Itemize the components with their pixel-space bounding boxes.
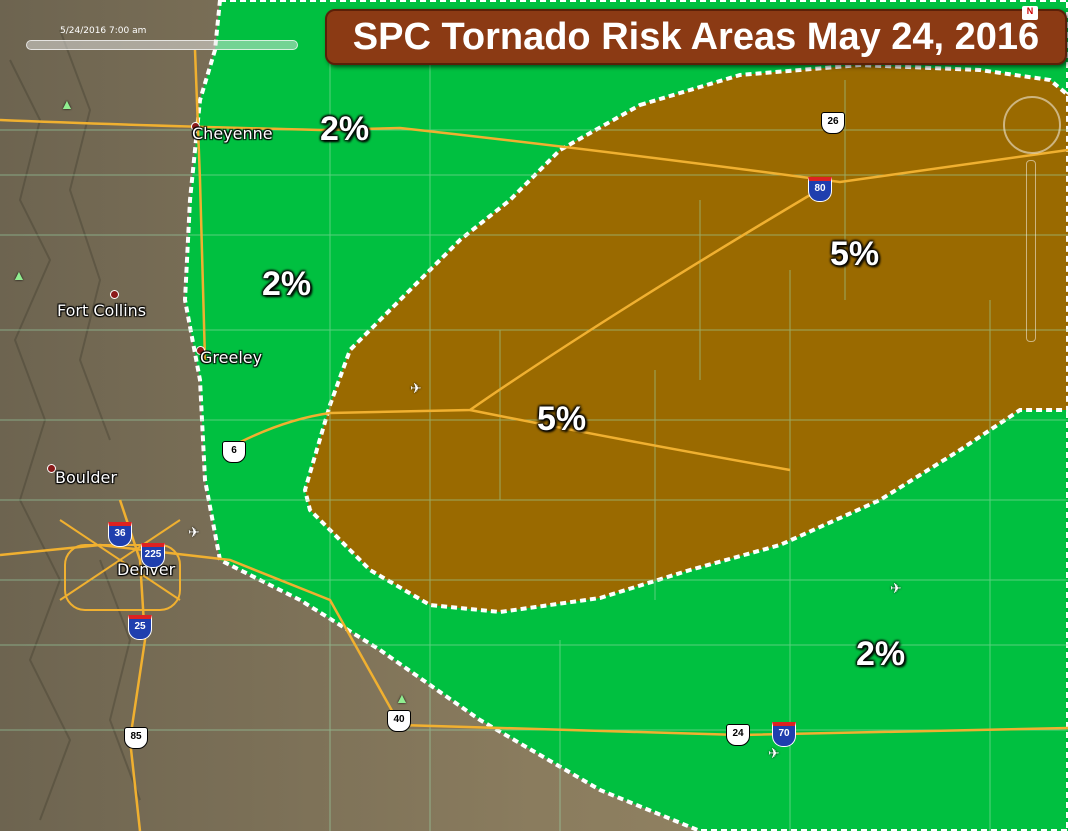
risk-area-5pct bbox=[302, 62, 1068, 615]
time-slider-track[interactable] bbox=[26, 40, 298, 50]
county-grid bbox=[0, 60, 1068, 831]
interstate-shield: 225 bbox=[141, 543, 165, 568]
city-marker-icon[interactable] bbox=[191, 122, 200, 131]
us-route-shield: 40 bbox=[387, 710, 411, 732]
compass-icon[interactable] bbox=[1003, 96, 1061, 154]
city-marker-icon[interactable] bbox=[110, 290, 119, 299]
zoom-slider[interactable] bbox=[1026, 160, 1036, 342]
risk-label: 2% bbox=[262, 265, 312, 303]
interstate-shield: 80 bbox=[808, 177, 832, 202]
time-slider[interactable] bbox=[26, 36, 311, 50]
risk-label: 2% bbox=[320, 110, 370, 148]
airport-icon[interactable]: ✈ bbox=[188, 524, 200, 540]
airport-icon[interactable]: ✈ bbox=[768, 745, 780, 761]
interstate-shield: 70 bbox=[772, 722, 796, 747]
risk-label: 5% bbox=[830, 235, 880, 273]
us-route-shield: 24 bbox=[726, 724, 750, 746]
interstate-shield: 36 bbox=[108, 522, 132, 547]
city-label[interactable]: Fort Collins bbox=[57, 301, 147, 320]
map-title-banner: SPC Tornado Risk Areas May 24, 2016 bbox=[325, 9, 1067, 65]
park-icon: ▲ bbox=[60, 96, 74, 112]
us-route-shield: 85 bbox=[124, 727, 148, 749]
city-label[interactable]: Boulder bbox=[55, 468, 117, 487]
city-label[interactable]: Cheyenne bbox=[192, 124, 273, 143]
north-indicator-icon[interactable]: N bbox=[1022, 6, 1038, 20]
airport-icon[interactable]: ✈ bbox=[410, 380, 422, 396]
city-label[interactable]: Greeley bbox=[200, 348, 263, 367]
us-route-shield: 26 bbox=[821, 112, 845, 134]
map-title: SPC Tornado Risk Areas May 24, 2016 bbox=[352, 16, 1040, 58]
time-slider-timestamp: 5/24/2016 7:00 am bbox=[60, 26, 147, 36]
risk-label: 2% bbox=[856, 635, 906, 673]
park-icon: ▲ bbox=[395, 690, 409, 706]
city-marker-icon[interactable] bbox=[47, 464, 56, 473]
city-marker-icon[interactable] bbox=[196, 346, 205, 355]
interstate-shield: 25 bbox=[128, 615, 152, 640]
park-icon: ▲ bbox=[12, 267, 26, 283]
risk-label: 5% bbox=[537, 400, 587, 438]
airport-icon[interactable]: ✈ bbox=[890, 580, 902, 596]
us-route-shield: 6 bbox=[222, 441, 246, 463]
